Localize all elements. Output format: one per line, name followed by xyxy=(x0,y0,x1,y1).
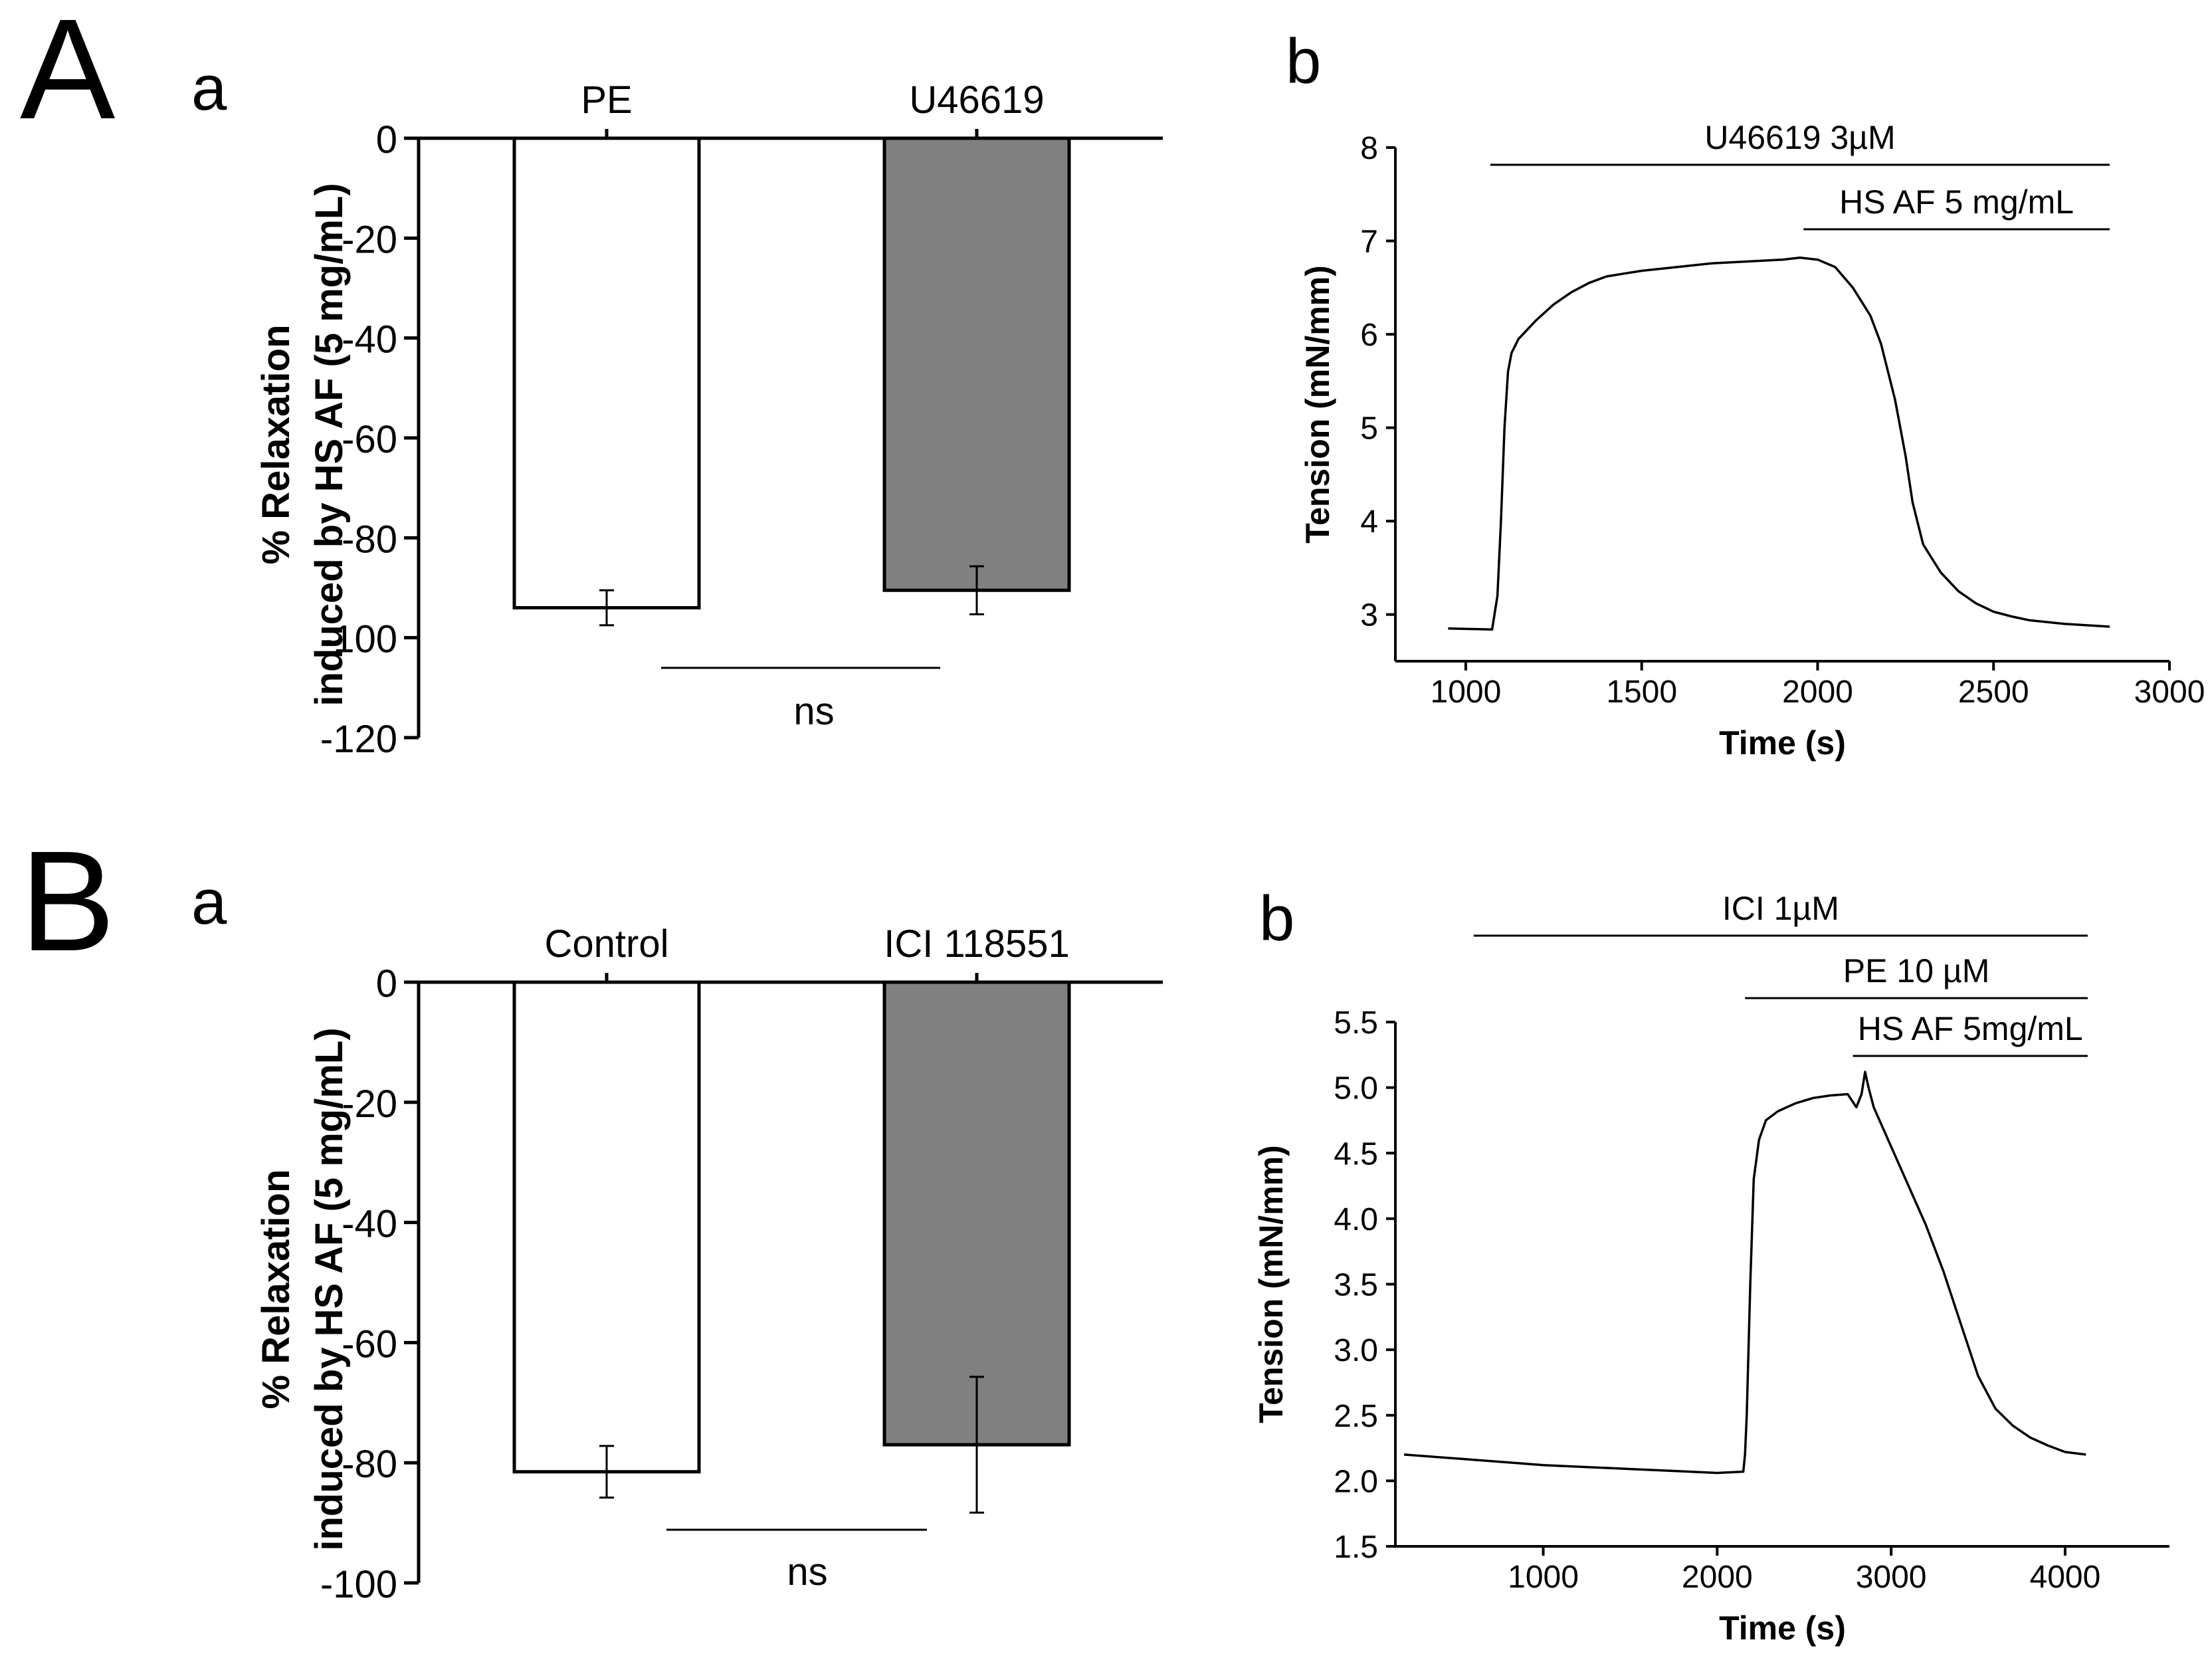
subpanel-label-Ab: b xyxy=(1286,26,1321,97)
y-tick-label: 0 xyxy=(376,962,397,1005)
y-tick-label: 1.5 xyxy=(1334,1530,1378,1565)
y-tick-label: 8 xyxy=(1360,131,1378,166)
significance-label: ns xyxy=(793,690,834,733)
line-chart-B-b: 1000 2000 3000 4000 1.5 2.0 2.5 3.0 3.5 4.0 4.5 5.0… xyxy=(1253,890,2169,1647)
x-tick-label: 2000 xyxy=(1682,1560,1753,1595)
x-tick-label: 4000 xyxy=(2030,1560,2101,1595)
y-tick-label: 5.0 xyxy=(1334,1071,1378,1106)
subpanel-label-Aa: a xyxy=(191,52,227,124)
annotation-label-3: HS AF 5mg/mL xyxy=(1858,1010,2083,1047)
y-axis-label-line-2: induced by HS AF (5 mg/mL) xyxy=(308,1027,351,1550)
tension-trace xyxy=(1403,1071,2086,1475)
category-label: Control xyxy=(545,922,669,966)
y-tick-label: 3 xyxy=(1360,598,1378,633)
x-axis-label: Time (s) xyxy=(1719,1609,1846,1647)
y-tick-label: 4.0 xyxy=(1334,1202,1378,1237)
category-label: PE xyxy=(581,78,632,122)
x-tick-label: 3000 xyxy=(1856,1560,1927,1595)
line-chart-A-b: 1000 1500 2000 2500 3000 3 4 5 6 7 8 U46619 3µM HS A… xyxy=(1299,119,2205,762)
y-axis-label-line-1: % Relaxation xyxy=(254,325,298,565)
y-tick-label: -100 xyxy=(320,618,397,661)
y-tick-label: -80 xyxy=(342,1443,397,1486)
bar-1 xyxy=(512,980,701,1474)
subpanel-label-Bb: b xyxy=(1259,883,1294,954)
y-tick-label: 5 xyxy=(1360,411,1378,447)
y-axis-label: Tension (mN/mm) xyxy=(1253,1145,1290,1423)
y-tick-label: -40 xyxy=(342,318,397,362)
panel-label-A: A xyxy=(20,0,115,149)
category-label: U46619 xyxy=(909,78,1044,122)
annotation-label-2: PE 10 µM xyxy=(1843,952,1990,989)
y-tick-label: -20 xyxy=(342,218,397,261)
y-tick-label: -120 xyxy=(320,718,397,761)
x-tick-label: 3000 xyxy=(2134,674,2205,710)
y-tick-label: 7 xyxy=(1360,225,1378,260)
y-tick-label: -80 xyxy=(342,518,397,561)
bar-1 xyxy=(512,136,701,610)
y-tick-label: 5.5 xyxy=(1334,1005,1378,1041)
y-tick-label: 3.5 xyxy=(1334,1268,1378,1303)
x-tick-label: 2000 xyxy=(1782,674,1853,710)
bar-chart-B-a: 0 -20 -40 -60 -80 -100 Control ICI 118551 ns % Re… xyxy=(254,922,1163,1606)
annotation-label-1: ICI 1µM xyxy=(1722,890,1839,927)
x-tick-label: 1000 xyxy=(1431,674,1502,710)
y-tick-label: -100 xyxy=(320,1563,397,1606)
y-tick-label: 0 xyxy=(376,118,397,161)
annotation-label-2: HS AF 5 mg/mL xyxy=(1839,183,2074,221)
y-tick-label: 4 xyxy=(1360,504,1378,540)
y-tick-label: -40 xyxy=(342,1203,397,1246)
y-tick-label: 2.0 xyxy=(1334,1464,1378,1499)
bar-2 xyxy=(882,980,1071,1447)
significance-label: ns xyxy=(787,1550,827,1594)
subpanel-label-Ba: a xyxy=(191,867,227,938)
bar-2 xyxy=(882,136,1071,592)
y-tick-label: 2.5 xyxy=(1334,1399,1378,1434)
y-tick-label: -60 xyxy=(342,1322,397,1366)
y-axis-label: Tension (mN/mm) xyxy=(1299,265,1336,544)
x-axis-label: Time (s) xyxy=(1719,724,1846,762)
category-label: ICI 118551 xyxy=(884,922,1069,966)
y-tick-label: 4.5 xyxy=(1334,1136,1378,1172)
annotation-label-1: U46619 3µM xyxy=(1704,119,1895,156)
y-tick-label: -20 xyxy=(342,1083,397,1126)
x-tick-label: 1500 xyxy=(1606,674,1677,710)
bar-chart-A-a: 0 -20 -40 -60 -80 -100 -120 PE U46619 ns % Relaxat… xyxy=(254,78,1163,761)
y-axis-label-line-1: % Relaxation xyxy=(254,1170,298,1409)
y-tick-label: -60 xyxy=(342,418,397,461)
x-tick-label: 1000 xyxy=(1508,1560,1579,1595)
panel-label-B: B xyxy=(20,821,115,981)
tension-trace xyxy=(1448,257,2110,631)
y-tick-label: 6 xyxy=(1360,318,1378,353)
y-axis-label-line-2: induced by HS AF (5 mg/mL) xyxy=(308,183,351,706)
x-tick-label: 2500 xyxy=(1958,674,2029,710)
y-tick-label: 3.0 xyxy=(1334,1333,1378,1368)
